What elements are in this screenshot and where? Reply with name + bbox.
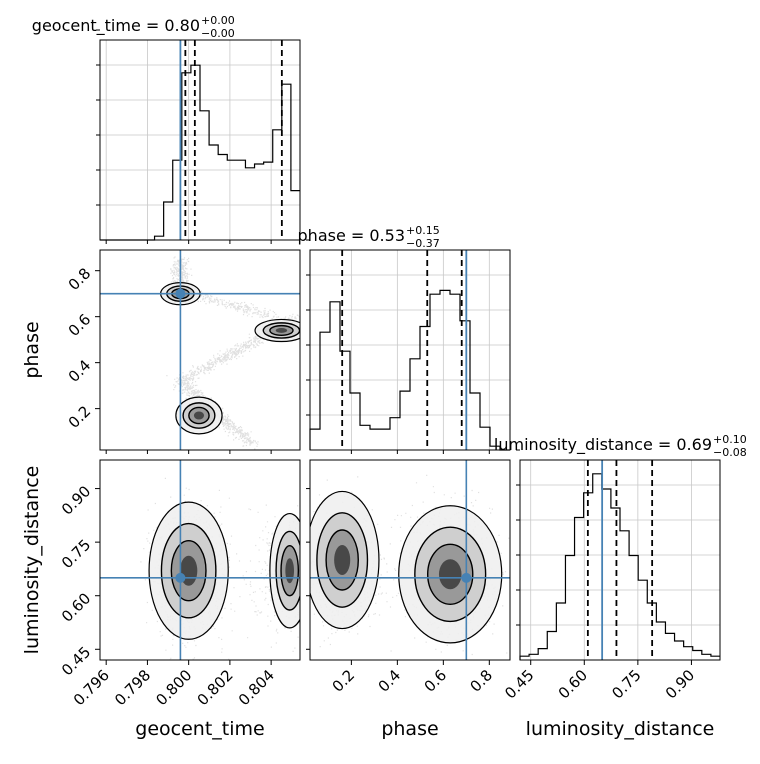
panel-frame — [519, 459, 721, 661]
xlabel-luminosity-distance: luminosity_distance — [526, 718, 715, 740]
xlabel-geocent-time: geocent_time — [135, 718, 264, 740]
xtick-label: 0.8 — [467, 666, 497, 696]
panel-frame — [99, 39, 301, 241]
svg-text:−0.37: −0.37 — [406, 237, 440, 250]
title-phase: phase = 0.53 +0.15 −0.37 — [298, 224, 440, 250]
svg-text:geocent_time = 0.80: geocent_time = 0.80 — [32, 16, 200, 36]
xtick-label: 0.798 — [111, 666, 154, 709]
xtick-label: 0.75 — [608, 666, 644, 702]
ytick-label: 0.4 — [65, 356, 95, 386]
density-contour — [334, 545, 351, 575]
xlabel-phase: phase — [381, 718, 438, 740]
panel-frame — [99, 249, 301, 451]
xtick-label: 0.90 — [662, 666, 698, 702]
scatter-panel-luminosity-distance-vs-geocent-time: 0.45 0.60 0.75 0.90 — [58, 459, 301, 679]
title-geocent-time: geocent_time = 0.80 +0.00 −0.00 — [32, 14, 235, 40]
density-contour — [438, 559, 462, 590]
truth-marker — [461, 572, 472, 583]
ylabel-luminosity-distance: luminosity_distance — [21, 466, 43, 655]
panel-frame — [99, 459, 301, 661]
svg-text:+0.15: +0.15 — [406, 224, 440, 237]
ylabel-phase: phase — [21, 321, 43, 378]
ytick-label: 0.75 — [58, 536, 94, 572]
xtick-label: 0.60 — [555, 666, 591, 702]
xtick-label: 0.6 — [421, 666, 451, 696]
svg-text:−0.00: −0.00 — [201, 27, 235, 40]
svg-text:+0.00: +0.00 — [201, 14, 235, 27]
density-contour — [193, 411, 205, 420]
svg-text:+0.10: +0.10 — [713, 433, 747, 446]
hist-panel-phase — [306, 239, 511, 451]
xtick-label: 0.4 — [375, 666, 405, 696]
density-contour — [285, 558, 295, 584]
ytick-label: 0.6 — [65, 310, 95, 340]
scatter-panel-luminosity-distance-vs-phase — [306, 459, 511, 661]
xtick-label: 0.800 — [152, 666, 195, 709]
histogram-phase — [309, 289, 510, 451]
xtick-label: 0.45 — [501, 666, 537, 702]
hist-panel-geocent-time — [96, 29, 301, 241]
xtick-label: 0.2 — [329, 666, 359, 696]
panel-frame — [309, 249, 511, 451]
ytick-label: 0.90 — [58, 482, 94, 518]
scatter-panel-phase-vs-geocent-time: 0.2 0.4 0.6 0.8 — [65, 249, 301, 451]
density-contour — [275, 328, 288, 333]
xtick-label: 0.804 — [235, 666, 278, 709]
svg-text:−0.08: −0.08 — [713, 446, 747, 459]
hist-panel-luminosity-distance — [516, 449, 721, 661]
title-luminosity-distance: luminosity_distance = 0.69 +0.10 −0.08 — [494, 433, 747, 459]
xtick-label: 0.802 — [194, 666, 237, 709]
svg-text:luminosity_distance = 0.69: luminosity_distance = 0.69 — [494, 435, 712, 455]
ytick-label: 0.8 — [65, 264, 95, 294]
panel-frame — [309, 459, 511, 661]
truth-marker — [175, 288, 186, 299]
truth-marker — [175, 572, 186, 583]
histogram-luminosity-distance — [519, 473, 720, 660]
ytick-label: 0.2 — [65, 402, 95, 432]
histogram-geocent-time — [100, 64, 300, 241]
ytick-label: 0.60 — [58, 589, 94, 625]
svg-text:phase = 0.53: phase = 0.53 — [298, 226, 405, 245]
ytick-label: 0.45 — [58, 643, 94, 679]
